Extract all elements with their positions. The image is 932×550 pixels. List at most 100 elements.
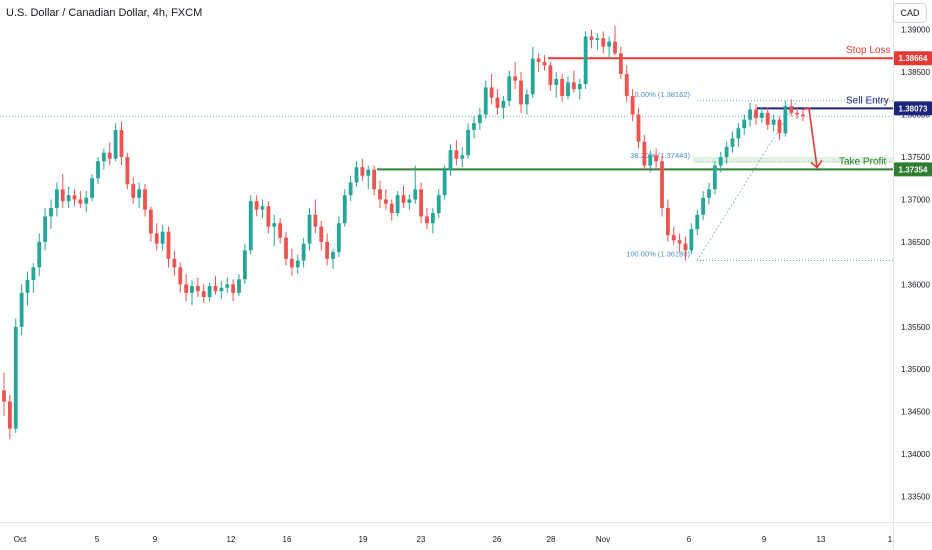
candle-136 bbox=[801, 109, 805, 122]
level-tag-2: 1.37354 bbox=[899, 165, 928, 174]
candle-27 bbox=[160, 224, 165, 251]
candle-105 bbox=[618, 46, 623, 79]
candle-21 bbox=[125, 152, 130, 190]
candle-body bbox=[536, 58, 541, 62]
time-axis[interactable]: Oct 5 9 12 16 19 23 26 28 Nov 6 9 13 1 bbox=[0, 522, 932, 545]
candle-83 bbox=[489, 73, 494, 105]
y-tick-label-1: 1.38500 bbox=[901, 68, 930, 77]
candle-107 bbox=[630, 89, 635, 122]
candle-12 bbox=[72, 189, 77, 207]
candle-91 bbox=[536, 53, 541, 73]
candle-body bbox=[348, 182, 353, 196]
candle-body bbox=[765, 112, 770, 125]
candle-body bbox=[372, 169, 377, 190]
candle-body bbox=[742, 119, 747, 129]
candle-50 bbox=[295, 254, 300, 275]
y-tick-label-6: 1.36000 bbox=[901, 280, 930, 289]
candle-113 bbox=[665, 199, 670, 242]
candle-body bbox=[448, 150, 453, 170]
candle-129 bbox=[759, 107, 764, 124]
candle-body bbox=[736, 128, 741, 139]
x-tick-label-5: 19 bbox=[359, 535, 368, 544]
candle-body bbox=[636, 114, 641, 142]
x-tick-label-4: 16 bbox=[283, 535, 292, 544]
price-axis[interactable]: 1.390001.385001.380001.375001.370001.365… bbox=[893, 0, 932, 550]
y-tick-label-4: 1.37000 bbox=[901, 195, 930, 204]
candle-body bbox=[148, 209, 153, 234]
candle-body bbox=[172, 258, 177, 268]
candle-body bbox=[430, 213, 435, 224]
x-tick-label-9: Nov bbox=[596, 535, 610, 544]
candle-53 bbox=[313, 199, 318, 234]
candle-62 bbox=[366, 165, 371, 190]
candle-body bbox=[671, 235, 676, 241]
candle-body bbox=[777, 119, 782, 134]
fib-label-38: 38.20% (1.37443) bbox=[630, 151, 690, 160]
trade-levels[interactable]: Stop Loss Sell Entry Take Profit bbox=[377, 45, 893, 171]
candle-121 bbox=[712, 161, 717, 195]
candle-65 bbox=[383, 189, 388, 210]
candle-3 bbox=[19, 284, 24, 336]
candle-body bbox=[695, 214, 700, 230]
x-tick-label-6: 23 bbox=[417, 535, 426, 544]
candle-106 bbox=[624, 65, 629, 102]
candle-11 bbox=[66, 186, 71, 208]
candle-94 bbox=[554, 72, 559, 98]
candle-132 bbox=[777, 116, 782, 141]
y-tick-label-8: 1.35000 bbox=[901, 365, 930, 374]
candle-body bbox=[489, 87, 494, 98]
candle-37 bbox=[219, 280, 224, 299]
candle-61 bbox=[360, 158, 365, 181]
candle-body bbox=[378, 189, 382, 200]
candle-body bbox=[466, 129, 471, 156]
candle-6 bbox=[37, 233, 42, 276]
candle-body bbox=[336, 223, 341, 253]
candle-body bbox=[66, 195, 71, 202]
candle-body bbox=[771, 119, 776, 125]
candle-100 bbox=[589, 29, 594, 49]
candle-body bbox=[501, 101, 506, 108]
candle-body bbox=[783, 106, 788, 134]
candle-body bbox=[712, 165, 717, 190]
candle-body bbox=[107, 152, 112, 159]
candle-body bbox=[601, 38, 606, 47]
candle-body bbox=[477, 114, 482, 124]
currency-button[interactable]: CAD bbox=[893, 3, 927, 23]
candle-2 bbox=[13, 318, 18, 433]
candle-25 bbox=[148, 206, 153, 242]
candle-body bbox=[219, 287, 224, 292]
candle-131 bbox=[771, 114, 776, 132]
candle-81 bbox=[477, 107, 482, 130]
candle-body bbox=[618, 53, 623, 74]
candle-body bbox=[266, 206, 271, 227]
candle-57 bbox=[336, 216, 341, 258]
candle-body bbox=[413, 189, 418, 200]
sell-arrow-head bbox=[810, 159, 823, 169]
candle-76 bbox=[448, 144, 453, 176]
candle-body bbox=[389, 203, 394, 214]
candle-body bbox=[401, 195, 406, 203]
candle-body bbox=[242, 250, 247, 280]
candle-119 bbox=[701, 190, 706, 220]
candle-body bbox=[31, 267, 36, 281]
candle-49 bbox=[289, 248, 294, 276]
candle-5 bbox=[31, 263, 36, 293]
candle-110 bbox=[648, 150, 653, 173]
candle-body bbox=[131, 184, 136, 198]
candle-body bbox=[143, 189, 147, 210]
candle-64 bbox=[378, 180, 382, 208]
candle-123 bbox=[724, 141, 729, 164]
candle-body bbox=[178, 267, 183, 285]
y-tick-label-7: 1.35500 bbox=[901, 323, 930, 332]
candle-body bbox=[654, 155, 659, 162]
candle-body bbox=[607, 41, 612, 47]
candle-73 bbox=[430, 207, 435, 234]
candle-75 bbox=[442, 165, 447, 200]
fib-zone-38 bbox=[693, 156, 893, 163]
candle-body bbox=[665, 207, 670, 236]
x-tick-label-0: Oct bbox=[14, 535, 27, 544]
candle-72 bbox=[425, 207, 429, 230]
candle-body bbox=[13, 326, 18, 429]
candle-60 bbox=[354, 161, 359, 187]
